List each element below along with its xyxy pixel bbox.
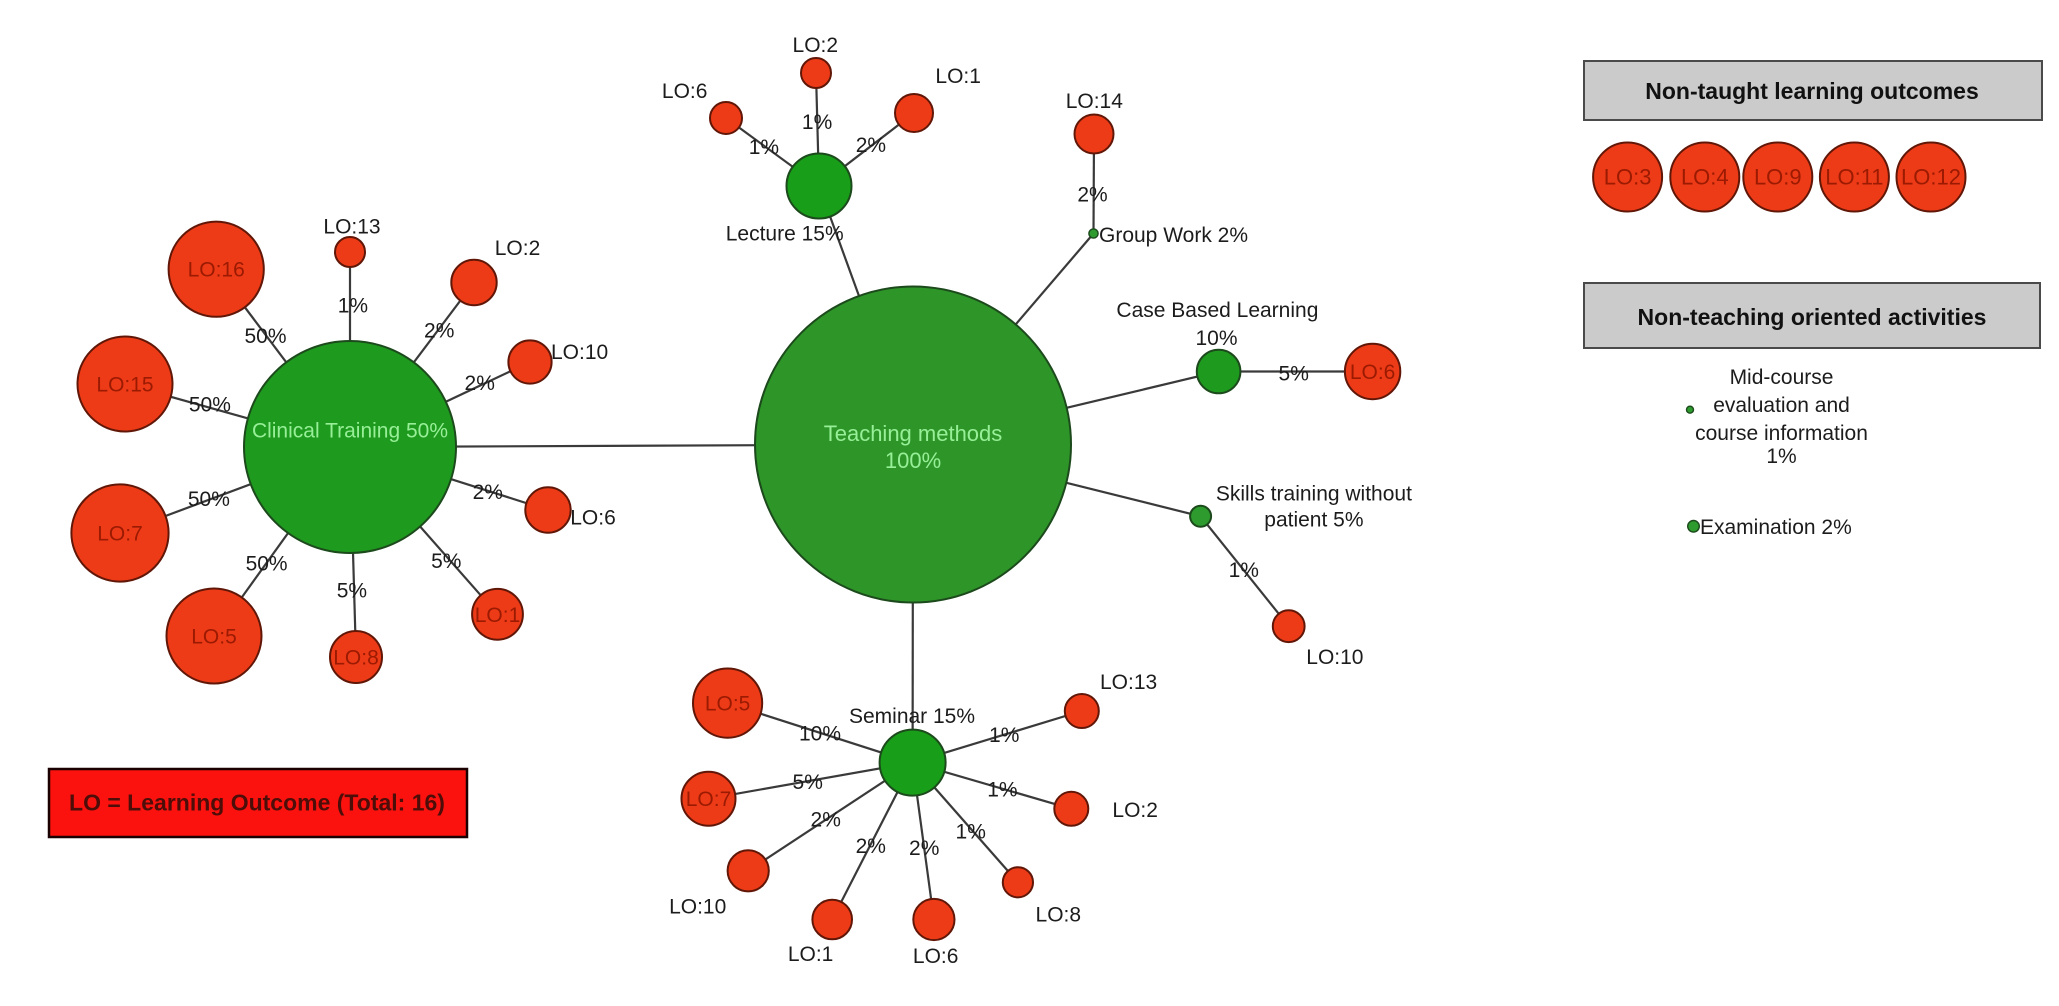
svg-text:LO:8: LO:8 xyxy=(1036,904,1082,927)
svg-text:LO:7: LO:7 xyxy=(97,523,143,546)
svg-text:100%: 100% xyxy=(885,448,941,473)
svg-text:patient 5%: patient 5% xyxy=(1264,509,1363,532)
svg-text:1%: 1% xyxy=(1766,445,1796,468)
svg-text:2%: 2% xyxy=(1077,184,1107,207)
svg-text:50%: 50% xyxy=(188,488,230,511)
svg-text:Seminar 15%: Seminar 15% xyxy=(849,705,975,728)
svg-text:50%: 50% xyxy=(189,393,231,416)
svg-text:LO:4: LO:4 xyxy=(1681,165,1729,190)
svg-text:LO:8: LO:8 xyxy=(333,647,379,670)
svg-text:1%: 1% xyxy=(749,136,779,159)
svg-text:10%: 10% xyxy=(1195,327,1237,350)
svg-text:LO:16: LO:16 xyxy=(188,259,245,282)
svg-text:LO:6: LO:6 xyxy=(1350,361,1396,384)
svg-text:Skills training without: Skills training without xyxy=(1216,483,1412,506)
svg-text:Examination 2%: Examination 2% xyxy=(1700,516,1852,539)
svg-text:5%: 5% xyxy=(337,580,367,603)
svg-text:50%: 50% xyxy=(246,553,288,576)
svg-text:50%: 50% xyxy=(244,325,286,348)
svg-text:LO:5: LO:5 xyxy=(705,693,751,716)
svg-text:1%: 1% xyxy=(956,821,986,844)
svg-text:LO:1: LO:1 xyxy=(935,65,981,88)
svg-text:Clinical Training 50%: Clinical Training 50% xyxy=(252,420,448,443)
svg-text:2%: 2% xyxy=(465,372,495,395)
svg-text:2%: 2% xyxy=(909,837,939,860)
svg-text:2%: 2% xyxy=(811,809,841,832)
svg-text:Case Based Learning: Case Based Learning xyxy=(1116,299,1318,322)
svg-text:evaluation and: evaluation and xyxy=(1713,394,1850,417)
svg-text:5%: 5% xyxy=(431,550,461,573)
svg-text:2%: 2% xyxy=(856,835,886,858)
svg-text:LO:7: LO:7 xyxy=(686,788,732,811)
svg-text:5%: 5% xyxy=(1279,363,1309,386)
svg-text:2%: 2% xyxy=(424,320,454,343)
svg-text:LO:11: LO:11 xyxy=(1825,165,1883,190)
svg-text:1%: 1% xyxy=(989,724,1019,747)
svg-text:1%: 1% xyxy=(987,779,1017,802)
svg-text:Non-taught learning outcomes: Non-taught learning outcomes xyxy=(1645,78,1979,104)
svg-text:2%: 2% xyxy=(856,134,886,157)
svg-text:LO:10: LO:10 xyxy=(1306,646,1363,669)
svg-text:course information: course information xyxy=(1695,422,1868,445)
svg-text:LO:6: LO:6 xyxy=(913,945,959,968)
svg-text:5%: 5% xyxy=(793,771,823,794)
svg-text:2%: 2% xyxy=(473,481,503,504)
svg-text:LO:15: LO:15 xyxy=(96,374,153,397)
svg-text:LO:13: LO:13 xyxy=(1100,671,1157,694)
svg-text:LO:1: LO:1 xyxy=(788,943,834,966)
svg-text:Group Work 2%: Group Work 2% xyxy=(1099,224,1248,247)
svg-text:1%: 1% xyxy=(1229,559,1259,582)
svg-text:LO:10: LO:10 xyxy=(551,341,608,364)
svg-text:LO:14: LO:14 xyxy=(1066,90,1124,113)
svg-text:Lecture 15%: Lecture 15% xyxy=(726,223,844,246)
svg-text:LO:1: LO:1 xyxy=(475,604,521,627)
svg-text:LO:6: LO:6 xyxy=(570,507,616,530)
svg-text:LO:2: LO:2 xyxy=(1112,799,1158,822)
svg-text:Non-teaching oriented activiti: Non-teaching oriented activities xyxy=(1638,304,1987,330)
svg-text:LO:2: LO:2 xyxy=(495,237,541,260)
svg-text:10%: 10% xyxy=(799,723,841,746)
svg-text:1%: 1% xyxy=(802,111,832,134)
svg-text:LO:12: LO:12 xyxy=(1901,165,1961,190)
svg-text:Teaching methods: Teaching methods xyxy=(824,421,1003,446)
svg-text:LO:5: LO:5 xyxy=(191,626,237,649)
svg-text:LO:10: LO:10 xyxy=(669,895,726,918)
svg-text:LO:3: LO:3 xyxy=(1604,165,1652,190)
svg-text:LO:6: LO:6 xyxy=(662,80,708,103)
svg-text:LO:2: LO:2 xyxy=(793,34,839,57)
svg-text:Mid-course: Mid-course xyxy=(1730,366,1834,389)
svg-text:LO = Learning Outcome (Total:: LO = Learning Outcome (Total: 16) xyxy=(69,790,445,816)
svg-text:1%: 1% xyxy=(338,295,368,318)
svg-text:LO:9: LO:9 xyxy=(1754,165,1802,190)
svg-text:LO:13: LO:13 xyxy=(323,215,380,238)
